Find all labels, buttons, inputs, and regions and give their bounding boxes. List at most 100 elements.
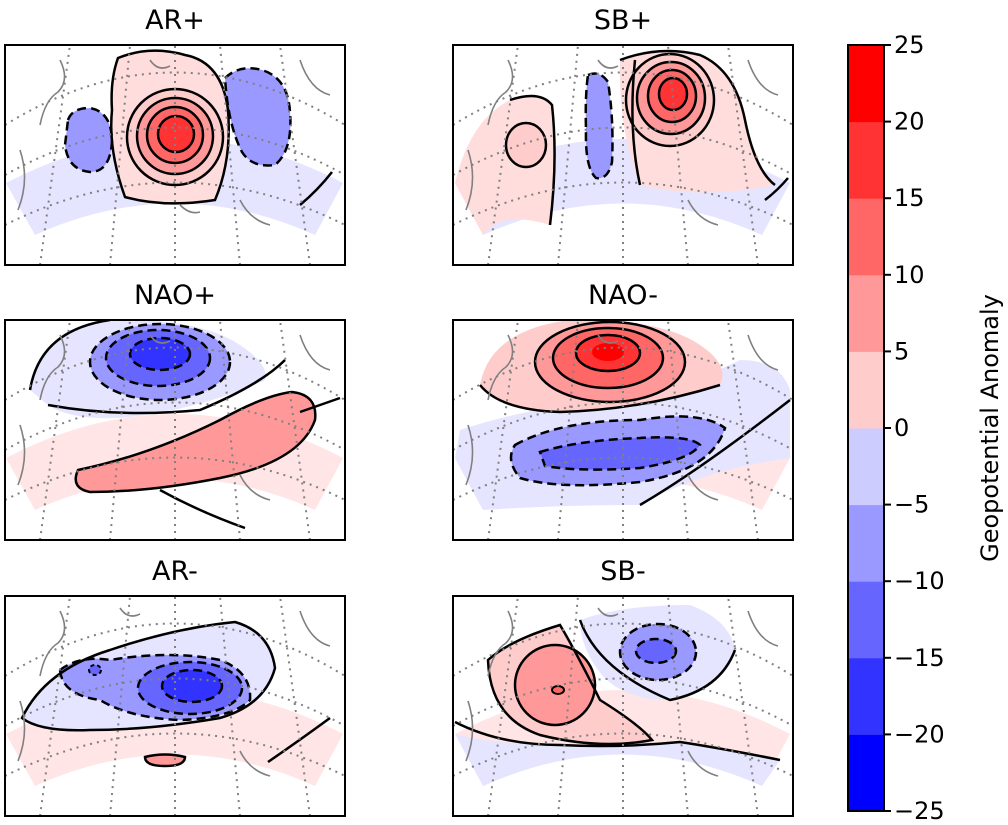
gridline — [453, 320, 793, 540]
contour-line — [646, 68, 698, 124]
contour-line — [635, 60, 707, 136]
panel-nao-plus: NAO+ — [4, 280, 346, 541]
panel-ar-plus: AR+ — [4, 5, 346, 266]
colorbar-swatch — [848, 45, 884, 123]
anomaly-fill — [636, 639, 676, 663]
positive-region — [75, 392, 316, 492]
positive-region — [455, 96, 555, 235]
colorbar-swatches — [848, 45, 884, 812]
anomaly-fill — [515, 645, 595, 725]
contour-line — [639, 399, 791, 507]
map-features — [5, 320, 345, 540]
panel-frame — [4, 44, 346, 266]
anomaly-fill — [130, 338, 190, 370]
contour-line — [509, 94, 556, 226]
contour-line-dashed — [88, 322, 232, 402]
panel-title-nao-minus: NAO- — [588, 280, 658, 311]
anomaly-fill — [552, 686, 564, 694]
colorbar-swatch — [848, 274, 884, 352]
contour-line — [47, 359, 286, 415]
gridline — [453, 596, 793, 816]
coastline — [17, 607, 331, 777]
contour-line-dashed — [584, 72, 614, 180]
contour-line-dashed — [509, 415, 727, 487]
colorbar-tick-label: 25 — [894, 31, 925, 59]
contour-line-dashed — [618, 622, 698, 682]
negative-region — [455, 734, 780, 786]
panel-nao-minus: NAO- — [452, 280, 794, 541]
colorbar-tick-label: 0 — [894, 414, 909, 442]
panel-title-nao-plus: NAO+ — [134, 280, 216, 311]
contour-line — [159, 488, 246, 530]
map-features — [453, 320, 793, 540]
contour-line-dashed — [223, 67, 292, 167]
colorbar-swatch — [848, 351, 884, 429]
panel-title-ar-minus: AR- — [152, 556, 198, 587]
colorbar-tick-label: −5 — [894, 491, 929, 519]
coastline — [465, 334, 779, 501]
negative-region — [585, 73, 613, 179]
negative-region — [225, 68, 291, 166]
map-features — [5, 45, 345, 265]
colorbar-tick-label: 15 — [894, 184, 925, 212]
colorbar-tick-label: −15 — [894, 644, 945, 672]
anomaly-fill — [659, 78, 687, 110]
colorbar-swatch — [848, 198, 884, 276]
contour-line — [624, 52, 716, 148]
negative-region — [540, 437, 700, 470]
contour-line — [551, 326, 665, 390]
colorbar-tick-label: 5 — [894, 337, 909, 365]
contour-line — [299, 171, 333, 206]
colorbar-tick-label: 20 — [894, 108, 925, 136]
anomaly-fill — [89, 665, 101, 675]
colorbar-tick-label: −10 — [894, 567, 945, 595]
anomaly-fill — [592, 343, 624, 361]
anomaly-fill — [162, 670, 222, 702]
map-features — [5, 596, 345, 816]
map-features — [453, 45, 793, 265]
contour-line — [619, 49, 776, 186]
contour-line — [28, 320, 111, 391]
contour-line — [578, 619, 737, 702]
panel-sb-plus: SB+ — [452, 5, 794, 266]
contour-line — [479, 383, 721, 414]
contour-line-dashed — [128, 336, 192, 372]
gridline — [5, 45, 345, 265]
contour-line — [574, 333, 642, 373]
colorbar-tick-label: −20 — [894, 720, 945, 748]
coastline — [17, 59, 331, 226]
contour-line — [145, 105, 205, 165]
contour-line-dashed — [634, 637, 678, 665]
colorbar-tick-label: −25 — [894, 797, 945, 825]
positive-region — [145, 754, 185, 766]
panel-title-sb-plus: SB+ — [594, 5, 652, 36]
contour-line — [513, 643, 597, 727]
colorbar-swatch — [848, 504, 884, 582]
colorbar-swatch — [848, 428, 884, 506]
panel-title-sb-minus: SB- — [600, 556, 645, 587]
contour-line-dashed — [63, 106, 114, 174]
colorbar-swatch — [848, 581, 884, 659]
panel-frame — [4, 595, 346, 817]
panel-sb-minus: SB- — [452, 556, 794, 817]
colorbar-swatch — [848, 657, 884, 735]
contour-line — [109, 49, 231, 205]
coastline — [17, 334, 331, 501]
panel-frame — [452, 595, 794, 817]
contour-line — [504, 121, 548, 169]
contour-line-dashed — [160, 668, 224, 704]
colorbar-swatch — [848, 734, 884, 812]
anomaly-fill — [158, 116, 194, 152]
colorbar-swatch — [848, 121, 884, 199]
contour-line-dashed — [538, 436, 702, 471]
contour-line-dashed — [104, 328, 212, 388]
colorbar-label: Geopotential Anomaly — [976, 294, 1004, 562]
contour-line — [143, 753, 187, 768]
contour-line-dashed — [88, 664, 102, 676]
panel-frame — [452, 44, 794, 266]
contour-line-dashed — [136, 660, 244, 716]
contour-line — [486, 623, 655, 746]
contour-line — [74, 390, 317, 494]
contour-line — [299, 396, 341, 414]
